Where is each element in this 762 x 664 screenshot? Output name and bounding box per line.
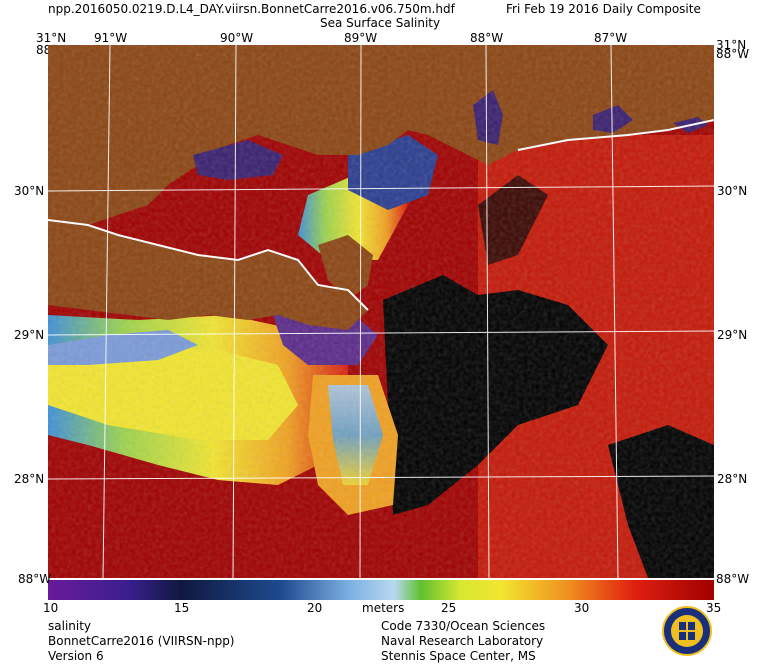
lat-label-right-28n: 28°N: [717, 472, 748, 486]
composite-date: Fri Feb 19 2016 Daily Composite: [506, 2, 701, 16]
footer-variable: salinity: [48, 619, 92, 633]
colorbar-gradient: [48, 580, 714, 600]
lon-label-91w: 91°W: [94, 31, 128, 45]
file-name: npp.2016050.0219.D.L4_DAY.viirsn.BonnetC…: [48, 2, 455, 16]
salinity-map: [48, 45, 714, 578]
bottom-corner-right: 88°W: [716, 572, 750, 586]
colorbar-tick-25: 25: [441, 601, 457, 615]
footer-dataset: BonnetCarre2016 (VIIRSN-npp): [48, 634, 235, 648]
lon-label-87w: 87°W: [594, 31, 628, 45]
footer-org-code: Code 7330/Ocean Sciences: [381, 619, 546, 633]
colorbar-tick-10: 10: [43, 601, 59, 615]
top-corner-right-lon: 88°W: [716, 47, 750, 61]
lon-label-88w: 88°W: [470, 31, 504, 45]
lat-label-left-28n: 28°N: [14, 472, 45, 486]
product-title: Sea Surface Salinity: [320, 16, 441, 30]
colorbar-tick-35: 35: [706, 601, 722, 615]
navy-seal-icon: [662, 606, 712, 656]
colorbar-tick-15: 15: [174, 601, 190, 615]
graticule: [48, 45, 714, 578]
top-corner-right-lat: 31°N: [716, 38, 747, 52]
colorbar-tick-30: 30: [574, 601, 590, 615]
bottom-corner-left: 88°W: [18, 572, 52, 586]
lon-label-90w: 90°W: [220, 31, 254, 45]
colorbar-tick-20: 20: [307, 601, 323, 615]
lat-label-right-30n: 30°N: [717, 184, 748, 198]
footer-version: Version 6: [48, 649, 104, 663]
lat-label-left-30n: 30°N: [14, 184, 45, 198]
lat-label-right-29n: 29°N: [717, 328, 748, 342]
colorbar-unit: meters: [362, 601, 405, 615]
footer-org-location: Stennis Space Center, MS: [381, 649, 536, 663]
salinity-colorbar: [48, 580, 714, 600]
footer-org-name: Naval Research Laboratory: [381, 634, 544, 648]
lon-label-89w: 89°W: [344, 31, 378, 45]
top-corner-left-lat: 31°N: [36, 31, 67, 45]
lat-label-left-29n: 29°N: [14, 328, 45, 342]
